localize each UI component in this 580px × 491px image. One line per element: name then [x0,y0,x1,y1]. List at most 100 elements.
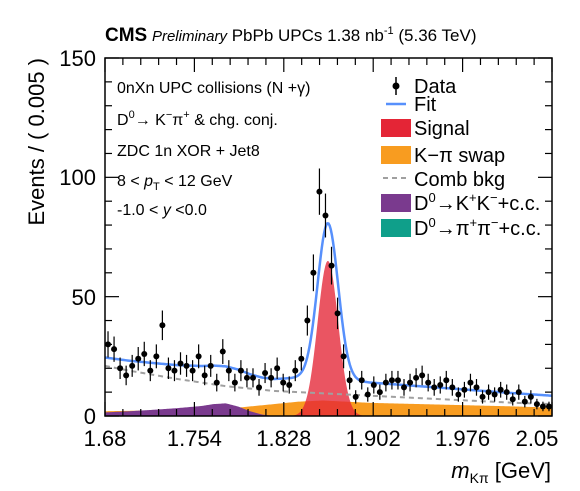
data-point [171,360,178,382]
data-point-marker [249,374,256,381]
data-point-marker [183,362,190,369]
legend-label-pipi: D0→π+π−+c.c. [414,215,541,240]
data-point-marker [521,398,528,405]
legend-signal-swatch [381,119,411,137]
data-point-marker [376,389,383,396]
data-point-marker [165,365,172,372]
annotation-trigger: ZDC 1n XOR + Jet8 [117,143,260,160]
data-point-marker [394,377,401,384]
data-point-marker [479,393,486,400]
data-point-marker [316,188,323,195]
annotation-rapidity: -1.0 < y <0.0 [117,202,207,219]
data-point [515,384,522,400]
data-point [262,363,269,384]
data-point [479,390,486,404]
data-point [401,379,408,396]
data-point [467,373,474,392]
data-point-marker [352,393,359,400]
legend-pipi-swatch [381,219,411,237]
data-point [328,246,335,285]
data-point [268,368,275,388]
data-point [352,390,359,404]
data-point [473,379,480,396]
data-point [376,384,383,400]
annotation-decay: D0→ K−π+ & chg. conj. [117,109,278,129]
data-point [545,401,552,412]
data-point-marker [286,381,293,388]
data-points [105,168,552,412]
y-tick-label: 0 [84,404,96,429]
data-point [243,368,250,388]
legend-label-swap: K−π swap [414,145,505,167]
data-point-marker [262,370,269,377]
data-point-marker [419,372,426,379]
data-point-marker [280,379,287,386]
legend-label-signal: Signal [414,118,470,140]
data-point-marker [171,367,178,374]
data-point-marker [141,350,148,357]
data-point [334,297,341,330]
data-point-marker [340,353,347,360]
y-tick-labels: 0 50 100 150 [59,46,96,429]
x-axis-title: mKπ [GeV] [451,458,551,486]
data-point-marker [111,346,118,353]
signal-area [105,261,552,416]
data-point [509,393,516,406]
data-point [340,344,347,369]
data-point [394,370,401,390]
data-point-marker [437,381,444,388]
data-point-marker [431,384,438,391]
data-point-marker [443,377,450,384]
data-point-marker [225,367,232,374]
data-point [455,387,462,402]
data-point-marker [467,379,474,386]
d0-kk-area [105,403,552,416]
data-point-marker [401,384,408,391]
data-point [304,305,311,336]
data-point-marker [274,365,281,372]
data-point [135,347,142,371]
data-point-marker [497,386,504,393]
data-point [431,379,438,396]
data-point-marker [539,403,546,410]
data-point [201,365,208,386]
data-point-marker [201,372,208,379]
data-point-marker [219,348,226,355]
data-point [539,401,546,412]
data-point [147,360,154,382]
data-point-marker [243,374,250,381]
data-point [189,360,196,382]
data-point [419,365,426,386]
data-point-marker [346,377,353,384]
data-point [388,370,395,390]
data-point [449,379,456,396]
data-point [358,370,365,390]
data-point [316,168,323,215]
y-tick-label: 150 [59,46,96,71]
data-point-marker [388,377,395,384]
data-point-marker [304,317,311,324]
data-point-marker [256,384,263,391]
data-point-marker [322,212,329,219]
data-point [407,373,414,392]
data-point-marker [231,379,238,386]
data-point [461,381,468,398]
data-point-marker [473,384,480,391]
data-point-marker [455,391,462,398]
data-point [292,360,299,382]
data-point [364,387,371,402]
data-point [491,387,498,402]
data-point [346,370,353,390]
data-point [207,354,214,377]
x-tick-label: 1.754 [167,426,222,451]
data-point [231,373,238,392]
data-point-marker [328,262,335,269]
data-point-marker [207,362,214,369]
data-point [225,360,232,382]
comb-bkg-line [104,364,553,406]
data-point-marker [237,367,244,374]
legend-data-marker [392,82,400,90]
legend-label-fit: Fit [414,94,437,116]
data-point-marker [509,396,516,403]
x-tick-labels: 1.68 1.754 1.828 1.902 1.976 2.05 [84,426,559,451]
